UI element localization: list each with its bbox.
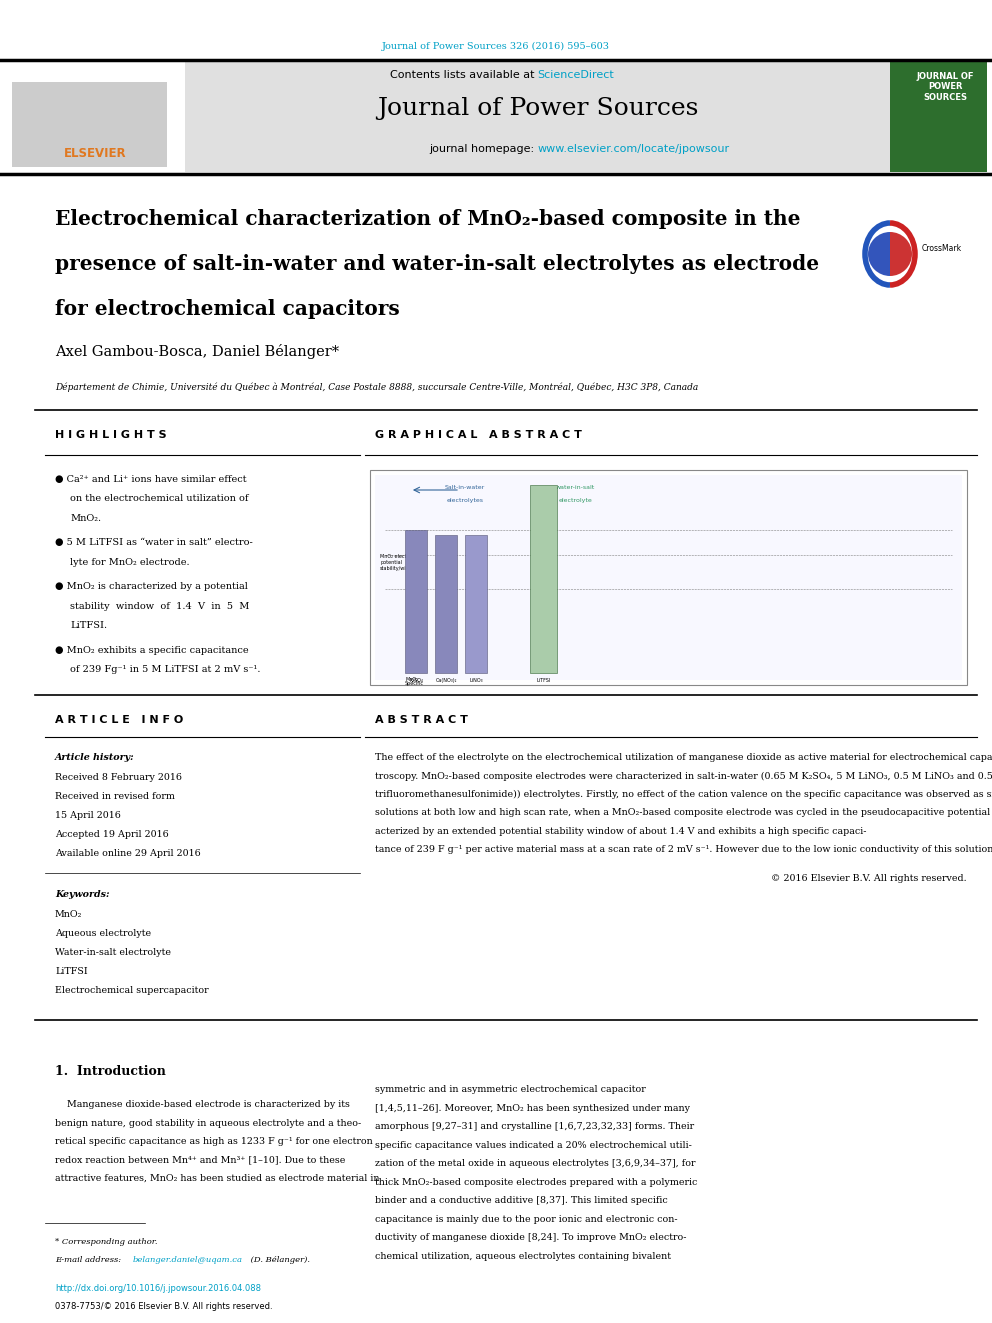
Text: Accepted 19 April 2016: Accepted 19 April 2016	[55, 830, 169, 839]
Text: [1,4,5,11–26]. Moreover, MnO₂ has been synthesized under many: [1,4,5,11–26]. Moreover, MnO₂ has been s…	[375, 1103, 690, 1113]
Text: Journal of Power Sources: Journal of Power Sources	[377, 97, 698, 120]
Text: CrossMark: CrossMark	[922, 245, 962, 254]
Text: 0378-7753/© 2016 Elsevier B.V. All rights reserved.: 0378-7753/© 2016 Elsevier B.V. All right…	[55, 1302, 273, 1311]
Text: capacitance is mainly due to the poor ionic and electronic con-: capacitance is mainly due to the poor io…	[375, 1215, 678, 1224]
Text: ScienceDirect: ScienceDirect	[538, 70, 614, 79]
Text: redox reaction between Mn⁴⁺ and Mn³⁺ [1–10]. Due to these: redox reaction between Mn⁴⁺ and Mn³⁺ [1–…	[55, 1155, 345, 1164]
Text: electrolytes: electrolytes	[446, 497, 483, 503]
Text: Ca(NO₃)₂: Ca(NO₃)₂	[435, 677, 456, 683]
Text: A R T I C L E   I N F O: A R T I C L E I N F O	[55, 714, 184, 725]
Wedge shape	[890, 232, 912, 277]
Text: electrolyte: electrolyte	[558, 497, 592, 503]
Text: A B S T R A C T: A B S T R A C T	[375, 714, 468, 725]
Text: MnO₂.: MnO₂.	[70, 515, 101, 523]
Bar	[5, 62, 180, 172]
Text: solutions at both low and high scan rate, when a MnO₂-based composite electrode : solutions at both low and high scan rate…	[375, 808, 992, 818]
Text: ● 5 M LiTFSI as “water in salt” electro-: ● 5 M LiTFSI as “water in salt” electro-	[55, 538, 253, 548]
Text: for electrochemical capacitors: for electrochemical capacitors	[55, 299, 400, 319]
Bar	[435, 536, 457, 673]
Text: Received 8 February 2016: Received 8 February 2016	[55, 773, 182, 782]
Text: Salt-in-water: Salt-in-water	[444, 486, 485, 490]
Text: specific capacitance values indicated a 20% electrochemical utili-: specific capacitance values indicated a …	[375, 1140, 691, 1150]
Text: Received in revised form: Received in revised form	[55, 792, 175, 800]
Text: Water-in-salt electrolyte: Water-in-salt electrolyte	[55, 949, 171, 957]
Text: retical specific capacitance as high as 1233 F g⁻¹ for one electron: retical specific capacitance as high as …	[55, 1136, 373, 1146]
Text: journal homepage:: journal homepage:	[429, 144, 538, 153]
Text: Contents lists available at: Contents lists available at	[390, 70, 538, 79]
Text: zation of the metal oxide in aqueous electrolytes [3,6,9,34–37], for: zation of the metal oxide in aqueous ele…	[375, 1159, 695, 1168]
Text: Manganese dioxide-based electrode is characterized by its: Manganese dioxide-based electrode is cha…	[55, 1099, 350, 1109]
Text: amorphous [9,27–31] and crystalline [1,6,7,23,32,33] forms. Their: amorphous [9,27–31] and crystalline [1,6…	[375, 1122, 694, 1131]
Text: © 2016 Elsevier B.V. All rights reserved.: © 2016 Elsevier B.V. All rights reserved…	[772, 875, 967, 882]
Text: Keywords:: Keywords:	[55, 890, 109, 900]
Text: chemical utilization, aqueous electrolytes containing bivalent: chemical utilization, aqueous electrolyt…	[375, 1252, 671, 1261]
Text: LiTFSI: LiTFSI	[537, 677, 551, 683]
Text: presence of salt-in-water and water-in-salt electrolytes as electrode: presence of salt-in-water and water-in-s…	[55, 254, 819, 274]
Text: stability  window  of  1.4  V  in  5  M: stability window of 1.4 V in 5 M	[70, 602, 249, 611]
Text: acterized by an extended potential stability window of about 1.4 V and exhibits : acterized by an extended potential stabi…	[375, 827, 866, 836]
Text: ductivity of manganese dioxide [8,24]. To improve MnO₂ electro-: ductivity of manganese dioxide [8,24]. T…	[375, 1233, 686, 1242]
Bar	[465, 536, 487, 673]
Bar	[890, 62, 987, 172]
Text: belanger.daniel@uqam.ca: belanger.daniel@uqam.ca	[133, 1256, 243, 1263]
Text: attractive features, MnO₂ has been studied as electrode material in: attractive features, MnO₂ has been studi…	[55, 1174, 380, 1183]
Text: 15 April 2016: 15 April 2016	[55, 811, 121, 820]
Text: MnO₂ electrode
potential
stability/window: MnO₂ electrode potential stability/windo…	[380, 554, 420, 570]
Text: tance of 239 F g⁻¹ per active material mass at a scan rate of 2 mV s⁻¹. However : tance of 239 F g⁻¹ per active material m…	[375, 845, 992, 855]
Bar	[375, 475, 962, 680]
Text: 1.  Introduction: 1. Introduction	[55, 1065, 166, 1078]
Text: The effect of the electrolyte on the electrochemical utilization of manganese di: The effect of the electrolyte on the ele…	[375, 753, 992, 762]
Bar	[405, 531, 427, 673]
Text: Electrochemical characterization of MnO₂-based composite in the: Electrochemical characterization of MnO₂…	[55, 209, 801, 229]
Text: MnO₂: MnO₂	[55, 910, 82, 919]
Text: Specific: Specific	[405, 681, 424, 687]
Text: ELSEVIER: ELSEVIER	[63, 147, 126, 160]
Text: www.elsevier.com/locate/jpowsour: www.elsevier.com/locate/jpowsour	[538, 144, 730, 153]
Text: Axel Gambou-Bosca, Daniel Bélanger*: Axel Gambou-Bosca, Daniel Bélanger*	[55, 344, 339, 359]
Text: troscopy. MnO₂-based composite electrodes were characterized in salt-in-water (0: troscopy. MnO₂-based composite electrode…	[375, 771, 992, 781]
Text: ● Ca²⁺ and Li⁺ ions have similar effect: ● Ca²⁺ and Li⁺ ions have similar effect	[55, 475, 247, 484]
Text: Electrochemical supercapacitor: Electrochemical supercapacitor	[55, 986, 208, 995]
Text: Département de Chimie, Université du Québec à Montréal, Case Postale 8888, succu: Département de Chimie, Université du Qué…	[55, 382, 698, 392]
Text: JOURNAL OF
POWER
SOURCES: JOURNAL OF POWER SOURCES	[917, 71, 974, 102]
Text: on the electrochemical utilization of: on the electrochemical utilization of	[70, 495, 249, 504]
Text: ● MnO₂ is characterized by a potential: ● MnO₂ is characterized by a potential	[55, 582, 248, 591]
Text: K₂SO₄: K₂SO₄	[409, 677, 423, 683]
Text: lyte for MnO₂ electrode.: lyte for MnO₂ electrode.	[70, 558, 189, 568]
Text: binder and a conductive additive [8,37]. This limited specific: binder and a conductive additive [8,37].…	[375, 1196, 668, 1205]
Bar	[12, 82, 167, 167]
Text: Journal of Power Sources 326 (2016) 595–603: Journal of Power Sources 326 (2016) 595–…	[382, 42, 610, 52]
Text: LiNO₃: LiNO₃	[469, 677, 483, 683]
Text: thick MnO₂-based composite electrodes prepared with a polymeric: thick MnO₂-based composite electrodes pr…	[375, 1177, 697, 1187]
Bar	[530, 484, 557, 673]
Text: Article history:: Article history:	[55, 753, 135, 762]
Text: LiTFSI: LiTFSI	[55, 967, 87, 976]
Text: MnO₂: MnO₂	[405, 677, 418, 681]
Text: symmetric and in asymmetric electrochemical capacitor: symmetric and in asymmetric electrochemi…	[375, 1085, 646, 1094]
Wedge shape	[868, 232, 890, 277]
Text: * Corresponding author.: * Corresponding author.	[55, 1237, 158, 1245]
Text: Aqueous electrolyte: Aqueous electrolyte	[55, 929, 151, 938]
Text: E-mail address:: E-mail address:	[55, 1256, 124, 1263]
Text: (D. Bélanger).: (D. Bélanger).	[248, 1256, 310, 1263]
Text: of 239 Fg⁻¹ in 5 M LiTFSI at 2 mV s⁻¹.: of 239 Fg⁻¹ in 5 M LiTFSI at 2 mV s⁻¹.	[70, 665, 261, 675]
Text: LiTFSI.: LiTFSI.	[70, 622, 107, 631]
Text: water-in-salt: water-in-salt	[556, 486, 594, 490]
Text: G R A P H I C A L   A B S T R A C T: G R A P H I C A L A B S T R A C T	[375, 430, 582, 441]
Text: ● MnO₂ exhibits a specific capacitance: ● MnO₂ exhibits a specific capacitance	[55, 646, 249, 655]
Text: Available online 29 April 2016: Available online 29 April 2016	[55, 849, 200, 859]
Bar	[370, 470, 967, 685]
Text: trifluoromethanesulfonimide)) electrolytes. Firstly, no effect of the cation val: trifluoromethanesulfonimide)) electrolyt…	[375, 790, 992, 799]
Text: http://dx.doi.org/10.1016/j.jpowsour.2016.04.088: http://dx.doi.org/10.1016/j.jpowsour.201…	[55, 1283, 261, 1293]
Bar	[185, 62, 890, 172]
Text: benign nature, good stability in aqueous electrolyte and a theo-: benign nature, good stability in aqueous…	[55, 1118, 361, 1127]
Text: H I G H L I G H T S: H I G H L I G H T S	[55, 430, 167, 441]
